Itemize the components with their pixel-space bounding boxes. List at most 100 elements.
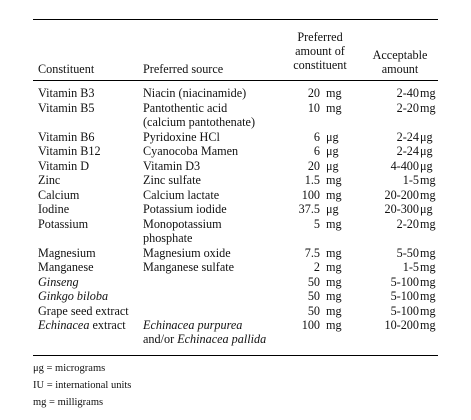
header-preferred-line3: constituent (293, 58, 347, 72)
preferred-amount-value: 6 (313, 144, 320, 158)
acceptable-amount-value: 20-200 (384, 187, 419, 202)
preferred-amount-value: 2 (313, 260, 320, 274)
acceptable-amount-unit: mg (420, 216, 436, 231)
table-row: Potassium Monopotassium phosphate 5 mg 2-20 mg (0, 217, 471, 246)
acceptable-amount-value: 10-200 (384, 318, 419, 332)
table-body: Vitamin B3 Niacin (niacinamide) 20 mg 2-40 mg… (0, 86, 471, 347)
table-row: Echinacea extract Echinacea purpurea and/o… (0, 318, 471, 347)
preferred-amount-unit: mg (326, 289, 342, 303)
constituent-cell: Ginseng (38, 274, 79, 289)
preferred-amount-unit: mg (326, 303, 342, 318)
table-row: Manganese Manganese sulfate 2 mg 1-5 mg (0, 260, 471, 275)
acceptable-amount-unit: mg (420, 245, 436, 260)
acceptable-amount-value: 2-24 (396, 144, 419, 158)
table-row: Ginkgo biloba 50 mg 5-100 mg (0, 289, 471, 304)
header-preferred-source: Preferred source (143, 62, 224, 76)
acceptable-amount-unit: μg (420, 158, 433, 173)
preferred-amount-value: 37.5 (298, 202, 320, 216)
acceptable-amount-value: 2-24 (396, 129, 419, 144)
table-row: Iodine Potassium iodide 37.5 μg 20-300 μg (0, 202, 471, 217)
constituent-cell: Vitamin D (38, 158, 90, 173)
preferred-amount-unit: μg (326, 144, 339, 158)
constituent-cell: Vitamin B6 (38, 129, 95, 144)
preferred-amount-value: 6 (313, 129, 320, 144)
source-cell: Pyridoxine HCl (143, 129, 220, 144)
header-acceptable-line1: Acceptable (372, 48, 428, 62)
acceptable-amount-value: 2-40 (396, 86, 419, 100)
preferred-amount-unit: mg (326, 318, 342, 332)
header-preferred-line2: amount of (295, 44, 345, 58)
acceptable-amount-unit: μg (420, 129, 433, 144)
constituent-cell: Ginkgo biloba (38, 289, 109, 303)
header-preferred-line1: Preferred (297, 30, 343, 44)
constituent-cell: Manganese (38, 260, 94, 274)
acceptable-amount-value: 5-50 (396, 245, 419, 260)
acceptable-amount-value: 1-5 (402, 173, 419, 187)
footnote-international-units: IU = international units (33, 380, 132, 391)
acceptable-amount-value: 5-100 (390, 289, 419, 303)
constituent-cell: Vitamin B12 (38, 144, 101, 158)
acceptable-amount-value: 20-300 (384, 202, 419, 216)
acceptable-amount-value: 5-100 (390, 274, 419, 289)
source-cell: Potassium iodide (143, 202, 227, 216)
acceptable-amount-unit: mg (420, 274, 436, 289)
acceptable-amount-unit: mg (420, 187, 436, 202)
acceptable-amount-value: 4-400 (390, 158, 419, 173)
acceptable-amount-unit: mg (420, 173, 436, 187)
table-row: Vitamin D Vitamin D3 20 μg 4-400 μg (0, 159, 471, 174)
table-row: Zinc Zinc sulfate 1.5 mg 1-5 mg (0, 173, 471, 188)
preferred-amount-value: 100 (301, 187, 320, 202)
constituent-cell: Grape seed extract (38, 303, 129, 318)
preferred-amount-unit: mg (326, 216, 342, 231)
table-row: Vitamin B12 Cyanocoba Mamen 6 μg 2-24 μg (0, 144, 471, 159)
preferred-amount-unit: mg (326, 86, 342, 100)
preferred-amount-unit: mg (326, 173, 342, 187)
preferred-amount-value: 5 (313, 216, 320, 231)
acceptable-amount-unit: mg (420, 289, 436, 303)
header-acceptable-amount: Acceptable amount (364, 48, 436, 76)
footnote-milligrams: mg = milligrams (33, 397, 104, 408)
constituent-cell: Vitamin B5 (38, 100, 95, 115)
preferred-amount-unit: mg (326, 260, 342, 274)
acceptable-amount-value: 2-20 (396, 216, 419, 231)
table-row: Vitamin B3 Niacin (niacinamide) 20 mg 2-40 mg (0, 86, 471, 101)
preferred-amount-value: 10 (307, 100, 320, 115)
constituent-cell: Magnesium (38, 245, 96, 260)
table-row: Vitamin B5 Pantothentic acid (calcium pant… (0, 101, 471, 130)
acceptable-amount-value: 1-5 (402, 260, 419, 274)
acceptable-amount-unit: mg (420, 260, 436, 274)
constituent-cell: Vitamin B3 (38, 86, 95, 100)
constituent-cell: Echinacea extract (38, 318, 126, 332)
preferred-amount-unit: mg (326, 100, 342, 115)
header-constituent: Constituent (38, 62, 95, 76)
source-cell: Manganese sulfate (143, 260, 235, 274)
acceptable-amount-unit: μg (420, 144, 433, 158)
preferred-amount-value: 50 (307, 289, 320, 303)
constituent-cell: Iodine (38, 202, 70, 216)
preferred-amount-unit: mg (326, 187, 342, 202)
header-acceptable-line2: amount (381, 62, 419, 76)
table-row: Magnesium Magnesium oxide 7.5 mg 5-50 mg (0, 246, 471, 261)
preferred-amount-value: 50 (307, 303, 320, 318)
table-row: Ginseng 50 mg 5-100 mg (0, 275, 471, 290)
constituent-cell: Calcium (38, 187, 80, 202)
preferred-amount-unit: μg (326, 158, 339, 173)
preferred-amount-value: 1.5 (304, 173, 320, 187)
table-header-rule (33, 80, 438, 81)
preferred-amount-value: 20 (307, 86, 320, 100)
table-bottom-rule (33, 355, 438, 356)
source-cell: Magnesium oxide (143, 245, 231, 260)
preferred-amount-value: 20 (307, 158, 320, 173)
acceptable-amount-unit: mg (420, 86, 436, 100)
acceptable-amount-unit: mg (420, 303, 436, 318)
preferred-amount-value: 100 (301, 318, 320, 332)
source-cell: Cyanocoba Mamen (143, 144, 239, 158)
source-cell: Zinc sulfate (143, 173, 201, 187)
source-cell: Pantothentic acid (calcium pantothenate) (143, 100, 256, 129)
table-row: Grape seed extract 50 mg 5-100 mg (0, 304, 471, 319)
source-cell: Echinacea purpurea and/or Echinacea palli… (143, 318, 267, 346)
header-preferred-amount: Preferred amount of constituent (289, 30, 351, 72)
preferred-amount-unit: mg (326, 245, 342, 260)
preferred-amount-value: 7.5 (304, 245, 320, 260)
